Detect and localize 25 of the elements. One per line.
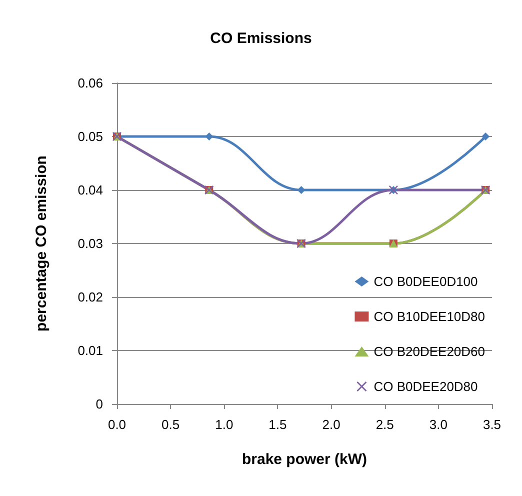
x-tick-label: 3.5 (482, 417, 502, 432)
y-tick-label: 0.02 (78, 290, 103, 304)
x-tick-label: 0.0 (108, 417, 126, 432)
x-tick-label: 3.0 (429, 417, 448, 432)
y-tick-label: 0.06 (78, 76, 103, 90)
x-tick-label: 1.0 (215, 417, 234, 432)
x-tick-label: 2.0 (322, 417, 340, 432)
point (297, 186, 306, 194)
x-axis-title: brake power (kW) (242, 451, 368, 468)
y-tick-label: 0.05 (78, 129, 103, 144)
y-tick-label: 0.01 (78, 343, 103, 358)
legend-label: CO B10DEE10D80 (374, 309, 485, 324)
legend-label: CO B0DEE0D100 (374, 274, 478, 289)
y-axis-title: percentage CO emission (33, 156, 50, 332)
chart-title: CO Emissions (210, 30, 312, 47)
x-tick-label: 1.5 (268, 417, 287, 432)
legend-label: CO B20DEE20D60 (374, 344, 485, 359)
x-tick-label: 2.5 (376, 417, 394, 432)
point (482, 132, 490, 140)
point (205, 132, 214, 140)
legend-label: CO B0DEE20D80 (374, 379, 478, 394)
y-tick-label: 0.04 (78, 182, 103, 198)
x-tick-label: 0.5 (162, 417, 180, 432)
y-tick-label: 0 (96, 396, 103, 412)
y-tick-label: 0.03 (78, 236, 103, 251)
